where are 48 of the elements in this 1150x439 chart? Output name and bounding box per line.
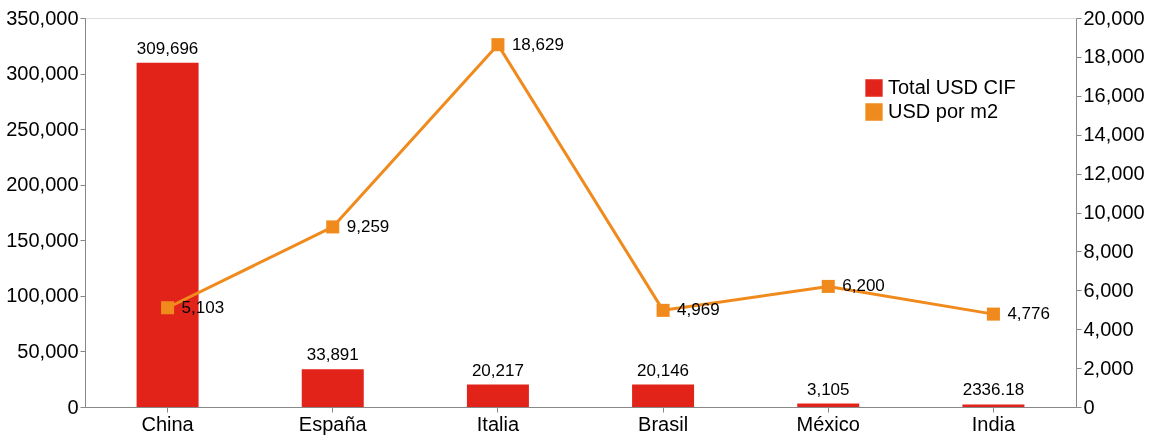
legend-label: Total USD CIF [888, 76, 1016, 98]
y2-tick-label: 16,000 [1083, 84, 1145, 107]
y2-tick-label: 10,000 [1083, 201, 1145, 223]
point [491, 38, 505, 52]
point [161, 301, 175, 315]
data-label: 3,105 [806, 379, 850, 399]
data-label: 20,146 [637, 360, 690, 380]
data-label: 9,259 [346, 216, 390, 236]
data-label: 20,217 [471, 360, 524, 380]
y2-tick-label: 2,000 [1083, 356, 1134, 379]
point [326, 220, 340, 234]
y2-tick-label: 6,000 [1083, 278, 1134, 301]
y-tick-label: 200,000 [6, 173, 79, 196]
bar [301, 369, 364, 407]
data-label: 33,891 [306, 345, 359, 365]
point [986, 307, 1000, 321]
y2-tick-label: 14,000 [1083, 123, 1145, 146]
point [656, 303, 670, 317]
y-tick-label: 50,000 [17, 339, 79, 362]
y2-tick-label: 0 [1083, 395, 1095, 418]
data-label: 18,629 [511, 34, 564, 54]
data-label: 2336.18 [962, 380, 1025, 400]
y2-tick-label: 20,000 [1083, 6, 1145, 29]
data-label: 6,200 [842, 276, 885, 296]
x-tick-label: Italia [476, 412, 520, 435]
point [821, 279, 835, 293]
x-tick-label: India [971, 412, 1016, 435]
data-label: 309,696 [136, 38, 199, 58]
y-tick-label: 350,000 [6, 6, 79, 29]
bar [962, 404, 1025, 407]
y-tick-label: 250,000 [6, 117, 79, 140]
y-tick-label: 300,000 [6, 62, 79, 85]
x-tick-label: China [141, 412, 195, 435]
data-label: 4,969 [677, 300, 720, 320]
data-label: 4,776 [1007, 304, 1050, 324]
x-tick-label: España [298, 412, 368, 435]
y2-tick-label: 8,000 [1083, 239, 1134, 262]
x-tick-label: Brasil [638, 412, 689, 435]
y-tick-label: 100,000 [6, 284, 79, 307]
y-tick-label: 150,000 [6, 228, 79, 251]
y2-tick-label: 4,000 [1083, 317, 1134, 340]
legend-label: USD por m2 [888, 100, 999, 122]
y2-tick-label: 12,000 [1083, 162, 1145, 185]
y2-tick-label: 18,000 [1083, 45, 1145, 68]
bar [632, 384, 695, 407]
y-tick-label: 0 [67, 395, 79, 418]
x-tick-label: México [796, 412, 860, 435]
bar [466, 384, 529, 407]
